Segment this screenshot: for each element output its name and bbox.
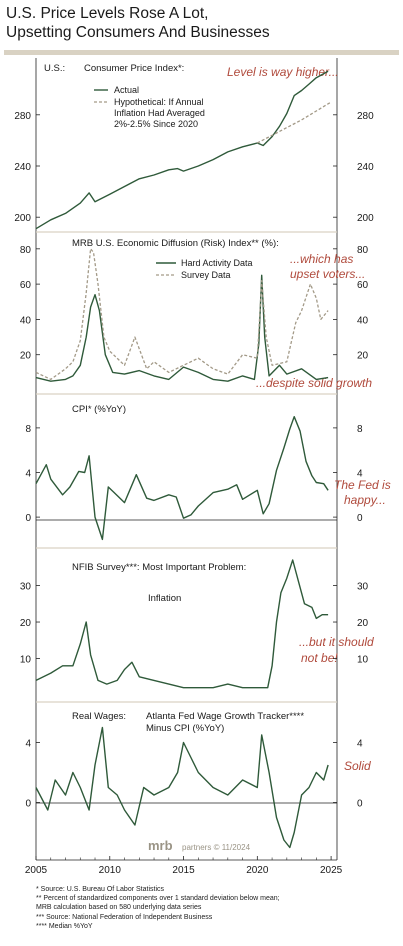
ytick-right-label: 40 bbox=[357, 315, 369, 326]
p4-title: NFIB Survey***: Most Important Problem: bbox=[72, 562, 246, 573]
p4-subtitle: Inflation bbox=[148, 593, 181, 604]
ytick-left-label: 0 bbox=[25, 799, 31, 810]
footnotes: * Source: U.S. Bureau Of Labor Statistic… bbox=[36, 885, 396, 931]
ytick-right-label: 200 bbox=[357, 213, 374, 224]
ytick-right-label: 4 bbox=[357, 739, 363, 750]
p5-title-2: Atlanta Fed Wage Growth Tracker**** bbox=[146, 711, 304, 722]
footnote-2: ** Percent of standardized components ov… bbox=[36, 895, 280, 903]
ytick-left-label: 40 bbox=[20, 315, 32, 326]
xtick-label: 2025 bbox=[320, 865, 343, 876]
ytick-right-label: 10 bbox=[357, 655, 369, 666]
ytick-right-label: 8 bbox=[357, 424, 363, 435]
ytick-left-label: 60 bbox=[20, 280, 32, 291]
ytick-right-label: 0 bbox=[357, 513, 363, 524]
ytick-left-label: 240 bbox=[14, 162, 31, 173]
footnote-1: * Source: U.S. Bureau Of Labor Statistic… bbox=[36, 886, 165, 893]
title-rule bbox=[4, 50, 399, 55]
ytick-left-label: 30 bbox=[20, 582, 32, 593]
ytick-left-label: 200 bbox=[14, 213, 31, 224]
ytick-left-label: 80 bbox=[20, 245, 32, 256]
ytick-right-label: 4 bbox=[357, 469, 363, 480]
series-line-2-0 bbox=[35, 416, 329, 541]
series-line-0-0 bbox=[35, 70, 329, 230]
ytick-left-label: 280 bbox=[14, 111, 31, 122]
title-line-2: Upsetting Consumers And Businesses bbox=[6, 24, 270, 41]
series-line-1-1 bbox=[35, 248, 329, 381]
p4-annotation-1: ...but it should bbox=[299, 635, 374, 649]
ytick-right-label: 0 bbox=[357, 799, 363, 810]
ytick-left-label: 8 bbox=[25, 424, 31, 435]
ytick-right-label: 280 bbox=[357, 111, 374, 122]
p2-annotation-3: ...despite solid growth bbox=[256, 376, 372, 390]
p1-annotation: Level is way higher... bbox=[227, 65, 339, 79]
ytick-right-label: 30 bbox=[357, 582, 369, 593]
p1-title: Consumer Price Index*: bbox=[84, 63, 184, 74]
series-line-4-0 bbox=[35, 726, 329, 849]
p2-legend-hard: Hard Activity Data bbox=[181, 258, 253, 268]
p5-title-3: Minus CPI (%YoY) bbox=[146, 723, 224, 734]
xtick-label: 2010 bbox=[99, 865, 122, 876]
footnote-4: *** Source: National Federation of Indep… bbox=[36, 913, 213, 921]
p2-annotation-1: ...which has bbox=[290, 252, 353, 266]
ytick-left-label: 4 bbox=[25, 739, 31, 750]
p5-annotation: Solid bbox=[344, 759, 371, 773]
ytick-left-label: 0 bbox=[25, 513, 31, 524]
ytick-right-label: 20 bbox=[357, 618, 369, 629]
logo-brand: mrb bbox=[148, 838, 173, 853]
p1-country-label: U.S.: bbox=[44, 63, 65, 74]
ytick-right-label: 240 bbox=[357, 162, 374, 173]
xtick-label: 2015 bbox=[172, 865, 195, 876]
xtick-label: 2005 bbox=[25, 865, 48, 876]
ytick-right-label: 20 bbox=[357, 351, 369, 362]
ytick-left-label: 10 bbox=[20, 655, 32, 666]
title-line-1: U.S. Price Levels Rose A Lot, bbox=[6, 5, 209, 22]
p4-annotation-2: not be! bbox=[301, 651, 338, 665]
p5-title: Real Wages: bbox=[72, 711, 126, 722]
p2-legend-survey: Survey Data bbox=[181, 270, 231, 280]
ytick-right-label: 80 bbox=[357, 245, 369, 256]
p2-annotation-2: upset voters... bbox=[290, 267, 365, 281]
series-line-3-0 bbox=[35, 559, 329, 689]
series-line-0-1 bbox=[256, 101, 332, 144]
p1-legend-hypo-1: Hypothetical: If Annual bbox=[114, 97, 204, 107]
footnote-3: MRB calculation based on 580 underlying … bbox=[36, 904, 202, 912]
p1-legend-hypo-2: Inflation Had Averaged bbox=[114, 108, 205, 118]
p2-title: MRB U.S. Economic Diffusion (Risk) Index… bbox=[72, 238, 279, 249]
ytick-left-label: 20 bbox=[20, 618, 32, 629]
xtick-label: 2020 bbox=[246, 865, 269, 876]
ytick-right-label: 60 bbox=[357, 280, 369, 291]
p1-legend-hypo-3: 2%-2.5% Since 2020 bbox=[114, 119, 198, 129]
ytick-left-label: 20 bbox=[20, 351, 32, 362]
footnote-5: **** Median %YoY bbox=[36, 922, 93, 930]
series-line-1-0 bbox=[35, 274, 329, 382]
p1-legend-actual: Actual bbox=[114, 85, 139, 95]
p3-annotation-2: happy... bbox=[344, 493, 386, 507]
ytick-left-label: 4 bbox=[25, 469, 31, 480]
chart-title: U.S. Price Levels Rose A Lot, Upsetting … bbox=[6, 4, 396, 42]
p3-title: CPI* (%YoY) bbox=[72, 404, 126, 415]
p3-annotation-1: The Fed is bbox=[334, 478, 391, 492]
logo-text: partners © 11/2024 bbox=[182, 843, 251, 852]
